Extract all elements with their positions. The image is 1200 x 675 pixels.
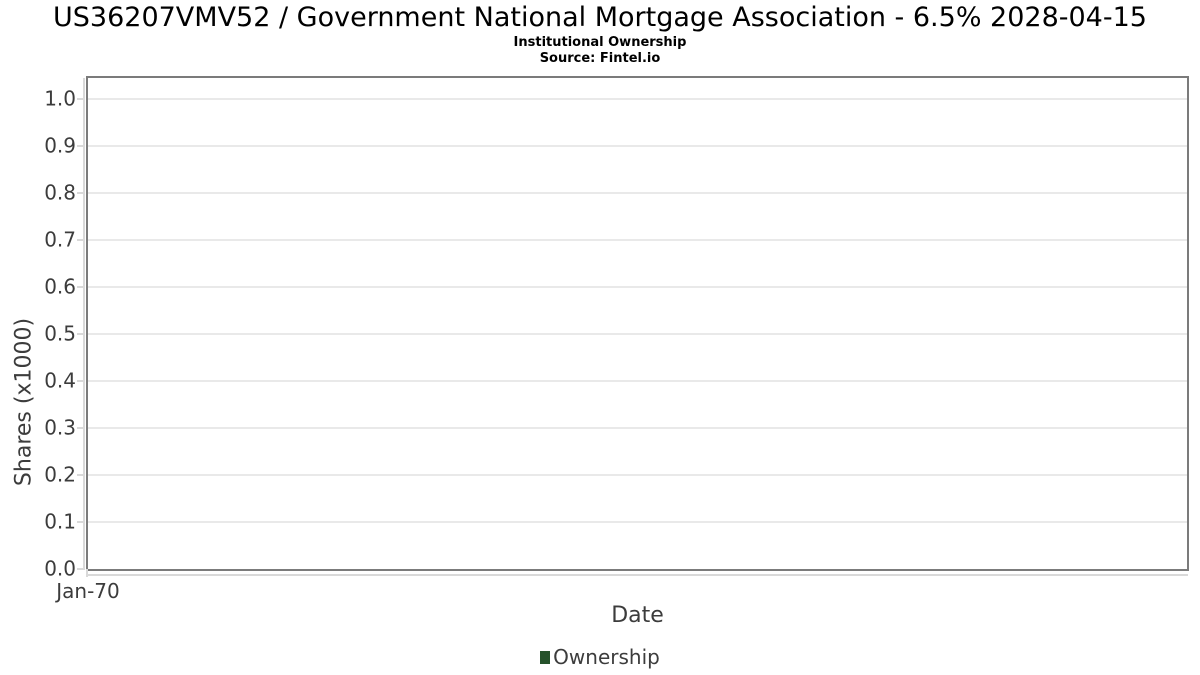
y-tick-mark (77, 333, 84, 335)
y-tick-mark (77, 286, 84, 288)
legend-item-ownership[interactable]: Ownership (540, 645, 660, 669)
gridline (88, 333, 1187, 335)
gridline (88, 98, 1187, 100)
legend-marker-icon (540, 650, 551, 664)
legend: Ownership (0, 645, 1200, 669)
y-axis-line (83, 78, 85, 570)
y-tick-mark (77, 568, 84, 570)
gridline (88, 380, 1187, 382)
gridline (88, 427, 1187, 429)
gridline (88, 239, 1187, 241)
gridline (88, 521, 1187, 523)
plot-area: Shares (x1000) Date 0.0 0.1 0.2 0.3 0.4 0.5 0.… (12, 76, 1189, 628)
gridline (88, 474, 1187, 476)
y-axis-title: Shares (x1000) (11, 317, 37, 487)
x-tick-mark (86, 569, 88, 577)
y-tick-mark (77, 192, 84, 194)
y-tick-mark (77, 380, 84, 382)
y-tick-label: 0.8 (44, 180, 76, 205)
y-tick-mark (77, 427, 84, 429)
y-tick-label: 0.6 (44, 274, 76, 299)
chart-source: Source: Fintel.io (539, 51, 661, 66)
y-tick-mark (77, 239, 84, 241)
y-tick-mark (77, 474, 84, 476)
y-tick-label: 0.9 (44, 133, 76, 158)
x-axis-title: Date (611, 603, 664, 628)
gridline (88, 145, 1187, 147)
legend-label: Ownership (553, 645, 660, 669)
x-axis-line (87, 574, 1188, 576)
y-tick-label: 0.0 (44, 556, 76, 581)
x-tick-label: Jan-70 (56, 579, 120, 603)
y-tick-label: 1.0 (44, 86, 76, 111)
gridline (88, 192, 1187, 194)
y-tick-label: 0.1 (44, 509, 76, 534)
chart-subtitle: Institutional Ownership (513, 35, 687, 50)
y-tick-mark (77, 521, 84, 523)
gridline (88, 286, 1187, 288)
chart-title: US36207VMV52 / Government National Mortg… (53, 2, 1147, 33)
y-tick-mark (77, 98, 84, 100)
y-tick-label: 0.3 (44, 415, 76, 440)
y-tick-label: 0.4 (44, 368, 76, 393)
y-tick-mark (77, 145, 84, 147)
y-tick-label: 0.5 (44, 321, 76, 346)
y-tick-label: 0.7 (44, 227, 76, 252)
y-tick-label: 0.2 (44, 462, 76, 487)
